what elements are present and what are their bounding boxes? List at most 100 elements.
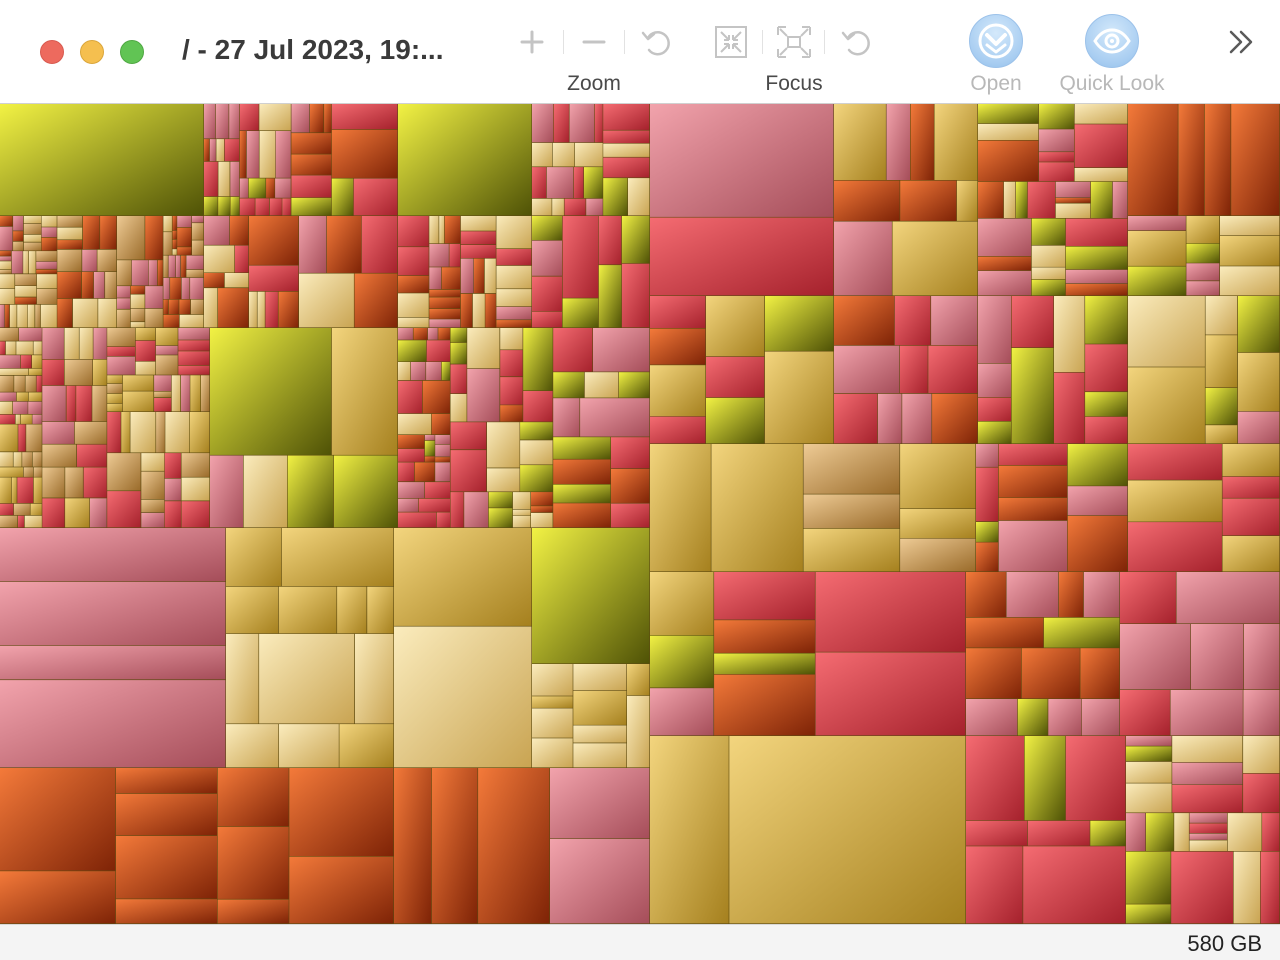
treemap-cell[interactable]: [418, 498, 450, 512]
treemap-cell[interactable]: [226, 528, 282, 587]
treemap-cell[interactable]: [764, 296, 834, 351]
treemap-cell[interactable]: [429, 319, 461, 328]
treemap-cell[interactable]: [902, 393, 932, 444]
treemap-cell[interactable]: [460, 293, 473, 328]
treemap-cell[interactable]: [201, 375, 210, 412]
treemap-cell[interactable]: [178, 365, 210, 375]
treemap-cell[interactable]: [172, 249, 177, 255]
treemap-cell[interactable]: [1178, 104, 1205, 216]
treemap-cell[interactable]: [398, 498, 419, 512]
treemap-cell[interactable]: [41, 227, 57, 238]
treemap-cell[interactable]: [107, 356, 135, 375]
treemap-cell[interactable]: [190, 299, 204, 315]
treemap-cell[interactable]: [978, 397, 1011, 421]
treemap-cell[interactable]: [100, 216, 117, 250]
treemap-cell[interactable]: [1205, 388, 1238, 425]
treemap-cell[interactable]: [145, 308, 163, 328]
treemap-cell[interactable]: [1126, 746, 1172, 762]
treemap-cell[interactable]: [1065, 284, 1128, 296]
treemap-cell[interactable]: [496, 289, 532, 307]
treemap-cell[interactable]: [230, 161, 240, 197]
treemap-cell[interactable]: [181, 277, 190, 300]
treemap-cell[interactable]: [122, 391, 154, 412]
treemap-cell[interactable]: [398, 362, 411, 381]
treemap-cell[interactable]: [23, 467, 34, 477]
treemap-cell[interactable]: [467, 368, 500, 422]
treemap-cell[interactable]: [181, 477, 210, 501]
treemap-cell[interactable]: [148, 260, 158, 286]
treemap-cell[interactable]: [1090, 181, 1112, 218]
treemap-cell[interactable]: [192, 240, 204, 255]
treemap-cell[interactable]: [1128, 231, 1186, 266]
treemap-cell[interactable]: [650, 635, 714, 688]
treemap-cell[interactable]: [580, 398, 650, 437]
treemap-cell[interactable]: [165, 412, 189, 453]
treemap-cell[interactable]: [460, 258, 474, 294]
treemap-cell[interactable]: [36, 251, 57, 261]
treemap-cell[interactable]: [28, 251, 36, 274]
treemap-cell[interactable]: [130, 294, 145, 309]
treemap-cell[interactable]: [1128, 444, 1222, 480]
treemap-cell[interactable]: [81, 272, 94, 299]
treemap-cell[interactable]: [1222, 498, 1280, 536]
treemap-cell[interactable]: [115, 793, 217, 836]
treemap-cell[interactable]: [176, 255, 181, 278]
treemap-cell[interactable]: [0, 104, 204, 216]
treemap-cell[interactable]: [472, 293, 485, 328]
treemap-cell[interactable]: [1031, 279, 1066, 296]
treemap-cell[interactable]: [398, 247, 429, 276]
treemap-cell[interactable]: [168, 255, 176, 278]
treemap-cell[interactable]: [711, 444, 803, 572]
treemap-cell[interactable]: [243, 455, 288, 528]
treemap-cell[interactable]: [976, 542, 999, 572]
treemap-cell[interactable]: [42, 385, 66, 422]
disk-usage-treemap[interactable]: [0, 104, 1280, 924]
treemap-cell[interactable]: [532, 167, 547, 199]
treemap-cell[interactable]: [36, 274, 57, 289]
treemap-cell[interactable]: [427, 328, 438, 340]
treemap-cell[interactable]: [28, 401, 42, 414]
treemap-cell[interactable]: [57, 272, 82, 299]
treemap-cell[interactable]: [9, 304, 17, 328]
treemap-cell[interactable]: [803, 528, 900, 572]
treemap-cell[interactable]: [217, 899, 289, 924]
treemap-cell[interactable]: [573, 743, 627, 768]
treemap-cell[interactable]: [650, 104, 834, 217]
treemap-cell[interactable]: [552, 142, 575, 167]
treemap-cell[interactable]: [0, 341, 6, 355]
treemap-cell[interactable]: [464, 492, 489, 528]
treemap-cell[interactable]: [584, 372, 619, 398]
treemap-cell[interactable]: [1189, 840, 1228, 851]
treemap-cell[interactable]: [398, 293, 429, 317]
treemap-cell[interactable]: [424, 440, 435, 456]
treemap-cell[interactable]: [23, 242, 42, 251]
treemap-cell[interactable]: [190, 375, 201, 412]
treemap-cell[interactable]: [429, 308, 461, 319]
treemap-cell[interactable]: [217, 826, 289, 899]
zoom-window-button[interactable]: [120, 40, 144, 64]
treemap-cell[interactable]: [1222, 476, 1280, 498]
treemap-cell[interactable]: [460, 245, 496, 259]
treemap-cell[interactable]: [553, 437, 611, 459]
treemap-cell[interactable]: [281, 528, 394, 587]
treemap-cell[interactable]: [287, 455, 334, 528]
treemap-cell[interactable]: [0, 680, 226, 768]
treemap-cell[interactable]: [275, 178, 291, 198]
treemap-cell[interactable]: [32, 452, 42, 467]
treemap-cell[interactable]: [1243, 690, 1280, 736]
treemap-cell[interactable]: [331, 178, 354, 216]
treemap-cell[interactable]: [1126, 904, 1171, 924]
treemap-cell[interactable]: [966, 846, 1023, 924]
treemap-cell[interactable]: [57, 240, 83, 250]
treemap-cell[interactable]: [1027, 181, 1056, 218]
treemap-cell[interactable]: [331, 129, 398, 178]
treemap-cell[interactable]: [450, 328, 467, 343]
treemap-cell[interactable]: [424, 435, 435, 441]
treemap-cell[interactable]: [435, 457, 450, 462]
treemap-cell[interactable]: [20, 355, 32, 369]
treemap-cell[interactable]: [117, 286, 131, 298]
treemap-cell[interactable]: [394, 768, 432, 924]
treemap-cell[interactable]: [326, 216, 362, 273]
treemap-cell[interactable]: [764, 351, 834, 444]
treemap-cell[interactable]: [353, 178, 398, 216]
